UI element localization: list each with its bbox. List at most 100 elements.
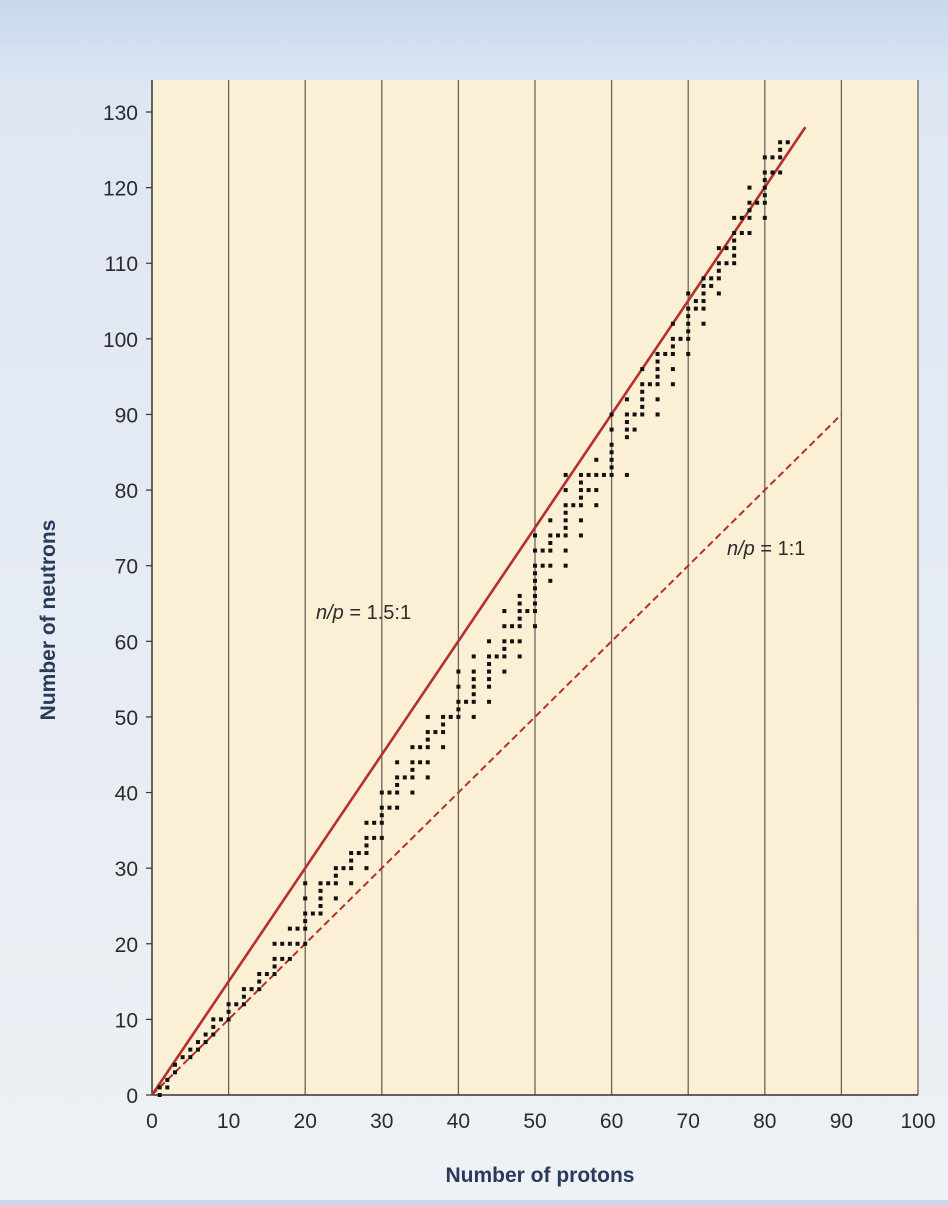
nuclide-point	[624, 420, 629, 425]
nuclide-point	[456, 684, 461, 689]
nuclide-point	[624, 435, 629, 440]
nuclide-point	[548, 563, 553, 568]
nuclide-point	[762, 215, 767, 220]
nuclide-point	[624, 412, 629, 417]
y-tick-label-0: 0	[126, 1085, 138, 1108]
y-tick-label-110: 110	[105, 253, 138, 276]
nuclide-point	[333, 881, 338, 886]
nuclide-point	[655, 351, 660, 356]
nuclide-point	[318, 903, 323, 908]
nuclide-point	[663, 351, 668, 356]
nuclide-point	[533, 548, 537, 553]
nuclide-point	[303, 911, 308, 916]
nuclide-point	[609, 427, 614, 432]
y-tick-label-20: 20	[115, 934, 138, 957]
nuclide-point	[395, 805, 400, 810]
nuclide-point	[578, 503, 583, 508]
nuclide-point	[441, 722, 446, 727]
nuclide-point	[502, 669, 507, 674]
nuclide-point	[686, 306, 691, 311]
y-tick-label-30: 30	[115, 858, 138, 881]
nuclide-point	[762, 193, 767, 198]
nuclide-point	[716, 261, 721, 266]
nuclide-point	[280, 956, 285, 961]
nuclide-point	[295, 926, 300, 931]
nuclide-point	[655, 367, 660, 372]
x-tick-label-0: 0	[146, 1110, 158, 1133]
nuclide-point	[578, 495, 583, 500]
nuclide-point	[686, 329, 691, 334]
nuclide-point	[425, 760, 430, 765]
nuclide-point	[318, 881, 323, 886]
nuclide-point	[778, 140, 783, 145]
x-tick-label-20: 20	[294, 1110, 317, 1133]
nuclide-point	[364, 851, 369, 856]
gridlines	[227, 80, 919, 1095]
chart-labels: Number of protons Number of neutrons n/p…	[37, 520, 805, 1187]
nuclide-point	[640, 404, 645, 409]
nuclide-point	[686, 321, 691, 326]
nuclide-point	[387, 805, 392, 810]
nuclide-point	[195, 1040, 200, 1045]
nuclide-point	[249, 987, 254, 992]
nuclide-point	[502, 624, 507, 629]
nuclide-point	[425, 730, 430, 735]
nuclide-point	[287, 956, 292, 961]
nuclide-point	[701, 283, 706, 288]
nuclide-point	[624, 427, 629, 432]
nuclide-point	[747, 185, 752, 190]
nuclide-point	[732, 238, 737, 243]
nuclide-point	[364, 820, 369, 825]
ratio-lines	[150, 126, 843, 1096]
x-tick-label-70: 70	[677, 1110, 700, 1133]
nuclide-point	[693, 306, 698, 311]
nuclide-point	[548, 518, 553, 523]
nuclide-point	[701, 306, 706, 311]
nuclide-point	[563, 533, 568, 538]
nuclide-point	[364, 866, 369, 871]
nuclide-point	[410, 790, 415, 795]
nuclide-point	[272, 956, 277, 961]
x-tick-label-40: 40	[447, 1110, 470, 1133]
nuclide-point	[341, 866, 346, 871]
nuclide-point	[747, 230, 752, 235]
nuclide-point	[670, 336, 675, 341]
nuclide-point	[778, 170, 783, 175]
nuclide-point	[533, 601, 537, 606]
nuclide-point	[188, 1047, 193, 1052]
nuclide-point	[686, 314, 691, 319]
nuclide-point	[364, 843, 369, 848]
y-tick-label-10: 10	[115, 1009, 138, 1032]
nuclide-point	[372, 835, 377, 840]
nuclide-point	[563, 488, 568, 493]
nuclide-point	[257, 979, 262, 984]
nuclide-point	[762, 200, 767, 205]
nuclide-point	[548, 533, 553, 538]
nuclide-point	[762, 178, 767, 183]
nuclide-point	[732, 253, 737, 258]
nuclide-point	[487, 684, 492, 689]
nuclide-point	[624, 397, 629, 402]
nuclide-point	[172, 1062, 177, 1067]
nuclide-point	[632, 412, 637, 417]
nuclide-point	[548, 578, 553, 583]
nuclide-point	[441, 730, 446, 735]
nuclide-point	[563, 472, 568, 477]
nuclide-point	[762, 155, 767, 160]
nuclide-point	[655, 382, 660, 387]
nuclide-point	[533, 578, 537, 583]
nuclide-point	[609, 457, 614, 462]
nuclide-point	[732, 246, 737, 251]
nuclide-point	[318, 896, 323, 901]
nuclide-point	[418, 760, 423, 765]
nuclide-point	[533, 586, 537, 591]
nuclide-point	[762, 170, 767, 175]
nuclide-point	[609, 450, 614, 455]
nuclide-point	[724, 246, 729, 251]
nuclide-point	[533, 563, 537, 568]
y-tick-label-40: 40	[115, 783, 138, 806]
nuclide-point	[226, 1009, 231, 1014]
nuclide-point	[487, 639, 492, 644]
nuclide-point	[425, 775, 430, 780]
nuclide-point	[770, 170, 775, 175]
